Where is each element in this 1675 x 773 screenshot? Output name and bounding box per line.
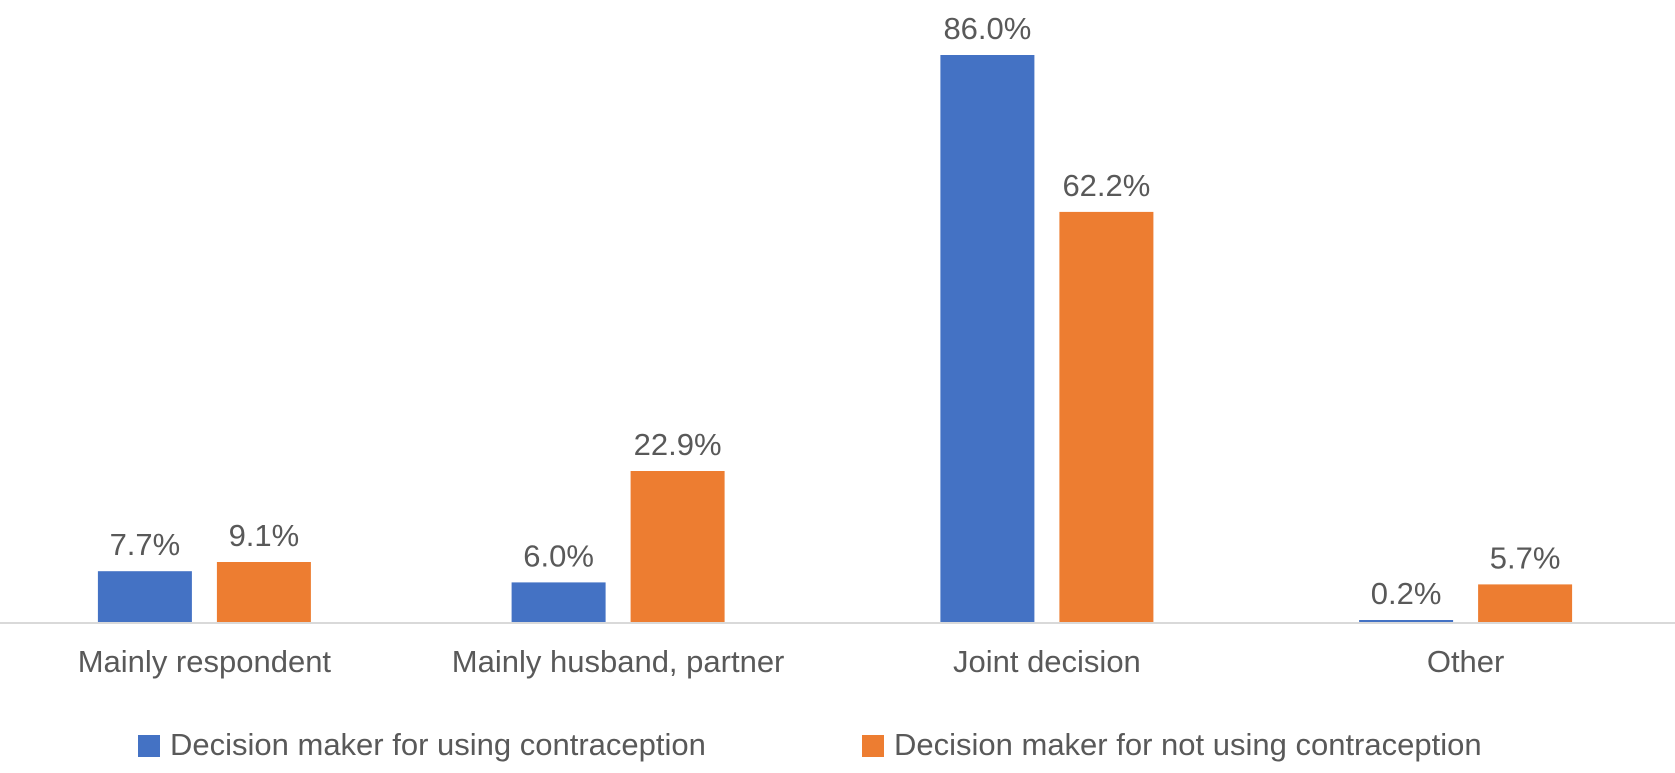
legend-swatch-0 — [138, 735, 160, 757]
legend-label-0: Decision maker for using contraception — [170, 727, 706, 762]
bar-1-1 — [630, 471, 725, 622]
legend-label-1: Decision maker for not using contracepti… — [894, 727, 1482, 762]
category-label-3: Other — [1427, 644, 1505, 679]
category-label-2: Joint decision — [953, 644, 1141, 679]
data-label-1-3: 5.7% — [1490, 540, 1561, 575]
category-labels-group: Mainly respondent Mainly husband, partner… — [78, 644, 1505, 679]
legend-swatch-1 — [862, 735, 884, 757]
data-label-0-2: 86.0% — [943, 11, 1031, 46]
bar-1-0 — [216, 562, 311, 622]
bar-0-3 — [1359, 620, 1454, 622]
bar-1-3 — [1478, 584, 1573, 622]
data-label-1-0: 9.1% — [229, 518, 300, 553]
bars-group — [97, 55, 1573, 622]
data-label-1-1: 22.9% — [634, 427, 722, 462]
category-label-0: Mainly respondent — [78, 644, 332, 679]
bar-0-2 — [940, 55, 1035, 622]
bar-0-0 — [97, 571, 192, 622]
data-label-0-0: 7.7% — [110, 527, 181, 562]
legend: Decision maker for using contraception De… — [138, 727, 1482, 762]
data-label-1-2: 62.2% — [1062, 168, 1150, 203]
data-label-0-1: 6.0% — [523, 538, 594, 573]
bar-1-2 — [1059, 211, 1154, 622]
category-label-1: Mainly husband, partner — [452, 644, 785, 679]
value-labels-group: 7.7% 9.1% 6.0% 22.9% 86.0% 62.2% 0.2% 5.7% — [110, 11, 1561, 611]
data-label-0-3: 0.2% — [1371, 576, 1442, 611]
bar-0-1 — [511, 582, 606, 622]
